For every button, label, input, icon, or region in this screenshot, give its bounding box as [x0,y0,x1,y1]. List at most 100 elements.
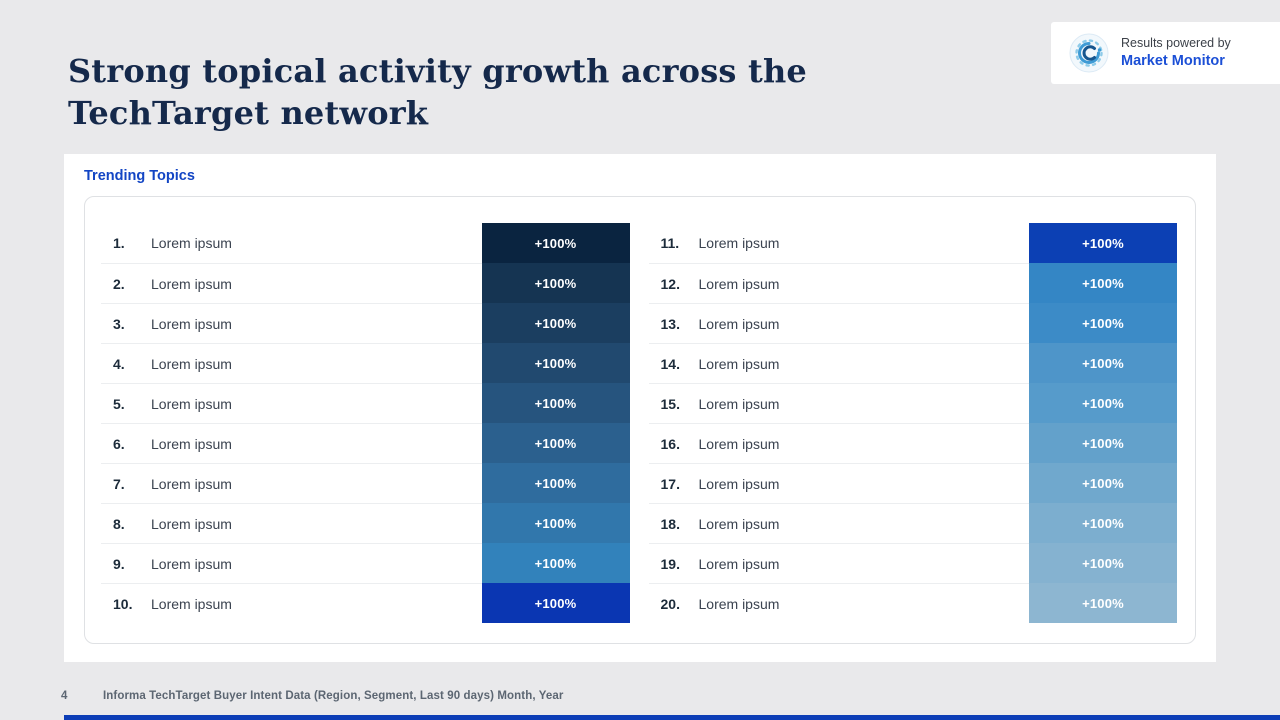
trending-list-item: 10. Lorem ipsum +100% [101,583,630,623]
topic-label: Lorem ipsum [698,275,780,292]
topic-text-cell: 3. Lorem ipsum [101,303,482,343]
topic-text-cell: 12. Lorem ipsum [648,263,1029,303]
rank-label: 4. [113,355,125,372]
trending-list-item: 16. Lorem ipsum +100% [648,423,1177,463]
trending-list-item: 9. Lorem ipsum +100% [101,543,630,583]
trending-list-item: 13. Lorem ipsum +100% [648,303,1177,343]
trending-list-item: 17. Lorem ipsum +100% [648,463,1177,503]
topic-text-cell: 16. Lorem ipsum [648,423,1029,463]
topic-text-cell: 13. Lorem ipsum [648,303,1029,343]
topic-text-cell: 6. Lorem ipsum [101,423,482,463]
rank-label: 15. [660,395,680,412]
accent-bottom-bar [64,715,1280,720]
topic-label: Lorem ipsum [151,475,232,492]
growth-badge: +100% [1029,503,1177,543]
brand-name-label: Market Monitor [1121,53,1225,70]
topic-text-cell: 20. Lorem ipsum [648,583,1029,623]
rank-label: 6. [113,435,125,452]
topic-text-cell: 15. Lorem ipsum [648,383,1029,423]
rank-label: 5. [113,395,125,412]
growth-badge: +100% [481,343,630,383]
topic-text-cell: 10. Lorem ipsum [101,583,482,623]
rank-label: 3. [113,315,125,332]
trending-list-item: 11. Lorem ipsum +100% [649,223,1177,263]
topic-label: Lorem ipsum [698,235,780,251]
rank-label: 13. [660,315,680,332]
topic-label: Lorem ipsum [698,395,780,412]
trending-topics-card: Trending Topics 1. Lorem ipsum +100% 2. Lore… [64,154,1216,662]
trending-list-item: 8. Lorem ipsum +100% [101,503,630,543]
rank-label: 1. [113,235,125,251]
topic-text-cell: 14. Lorem ipsum [648,343,1029,383]
topic-text-cell: 11. Lorem ipsum [649,223,1030,263]
topic-label: Lorem ipsum [698,515,780,532]
rank-label: 8. [113,515,125,532]
trending-list-item: 4. Lorem ipsum +100% [101,343,630,383]
topic-text-cell: 1. Lorem ipsum [101,223,482,263]
page-number: 4 [61,690,68,702]
powered-by-label: Results powered by [1121,35,1231,50]
topic-text-cell: 7. Lorem ipsum [101,463,482,503]
trending-list-item: 18. Lorem ipsum +100% [648,503,1177,543]
topic-label: Lorem ipsum [151,395,232,412]
trending-list-item: 6. Lorem ipsum +100% [101,423,630,463]
rank-label: 19. [660,555,680,572]
trending-list-item: 12. Lorem ipsum +100% [648,263,1177,303]
rank-label: 2. [113,275,125,292]
rank-label: 20. [660,595,680,612]
topic-label: Lorem ipsum [151,275,232,292]
growth-badge: +100% [481,583,630,623]
growth-badge: +100% [1029,303,1177,343]
growth-badge: +100% [481,423,630,463]
rank-label: 7. [113,475,125,492]
topic-label: Lorem ipsum [151,595,232,612]
trending-list-item: 1. Lorem ipsum +100% [101,223,630,263]
rank-label: 14. [660,355,680,372]
trending-topics-table: 1. Lorem ipsum +100% 2. Lorem ipsum +100% 3. Lo… [84,196,1196,644]
growth-badge: +100% [1029,543,1177,583]
trending-list-item: 5. Lorem ipsum +100% [101,383,630,423]
card-heading: Trending Topics [84,168,195,184]
growth-badge: +100% [481,543,630,583]
growth-badge: +100% [1029,463,1177,503]
topic-text-cell: 2. Lorem ipsum [101,263,482,303]
slide-title: Strong topical activity growth across th… [68,52,807,132]
growth-badge: +100% [1029,223,1177,263]
topic-label: Lorem ipsum [698,355,780,372]
trending-list-item: 19. Lorem ipsum +100% [648,543,1177,583]
trending-list-item: 2. Lorem ipsum +100% [101,263,630,303]
growth-badge: +100% [1029,423,1177,463]
topic-label: Lorem ipsum [698,555,780,572]
topic-label: Lorem ipsum [151,435,232,452]
rank-label: 18. [660,515,680,532]
growth-badge: +100% [481,223,630,263]
rank-label: 17. [660,475,680,492]
trending-list-item: 20. Lorem ipsum +100% [648,583,1177,623]
topic-label: Lorem ipsum [151,515,232,532]
topic-label: Lorem ipsum [151,355,232,372]
growth-badge: +100% [481,383,630,423]
rank-label: 10. [113,595,133,612]
rank-label: 16. [660,435,680,452]
growth-badge: +100% [481,303,630,343]
topic-text-cell: 19. Lorem ipsum [648,543,1029,583]
powered-by-text-block: Results powered by Market Monitor [1121,36,1231,71]
growth-badge: +100% [1029,263,1177,303]
topic-label: Lorem ipsum [698,475,780,492]
topic-text-cell: 5. Lorem ipsum [101,383,482,423]
topic-text-cell: 17. Lorem ipsum [648,463,1029,503]
growth-badge: +100% [481,463,630,503]
rank-label: 12. [660,275,680,292]
topic-label: Lorem ipsum [151,235,232,251]
market-monitor-swirl-icon [1069,33,1109,73]
trending-column-right: 11. Lorem ipsum +100% 12. Lorem ipsum +100% 13… [648,223,1177,623]
powered-by-badge: Results powered by Market Monitor [1051,22,1280,84]
growth-badge: +100% [481,263,630,303]
rank-label: 11. [660,235,680,251]
growth-badge: +100% [1029,383,1177,423]
growth-badge: +100% [481,503,630,543]
topic-text-cell: 4. Lorem ipsum [101,343,482,383]
rank-label: 9. [113,555,125,572]
trending-column-left: 1. Lorem ipsum +100% 2. Lorem ipsum +100% 3. Lo… [101,223,630,623]
